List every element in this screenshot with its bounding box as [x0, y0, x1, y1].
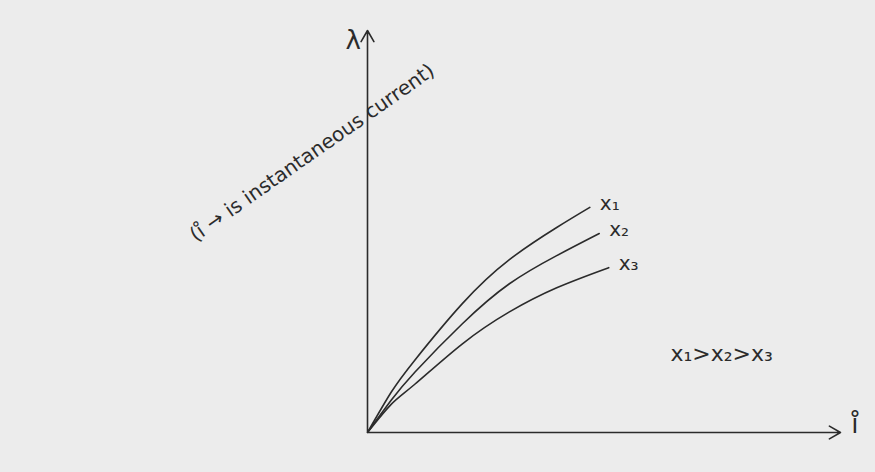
svg-text:i̊: i̊ [851, 409, 858, 439]
svg-text:x₃: x₃ [619, 251, 639, 275]
svg-text:x₁>x₂>x₃: x₁>x₂>x₃ [671, 341, 773, 366]
svg-text:λ: λ [346, 25, 361, 55]
svg-text:x₁: x₁ [600, 191, 620, 215]
svg-text:x₂: x₂ [609, 217, 629, 241]
svg-text:(i̊ → is instantaneous current: (i̊ → is instantaneous current) [185, 58, 439, 246]
